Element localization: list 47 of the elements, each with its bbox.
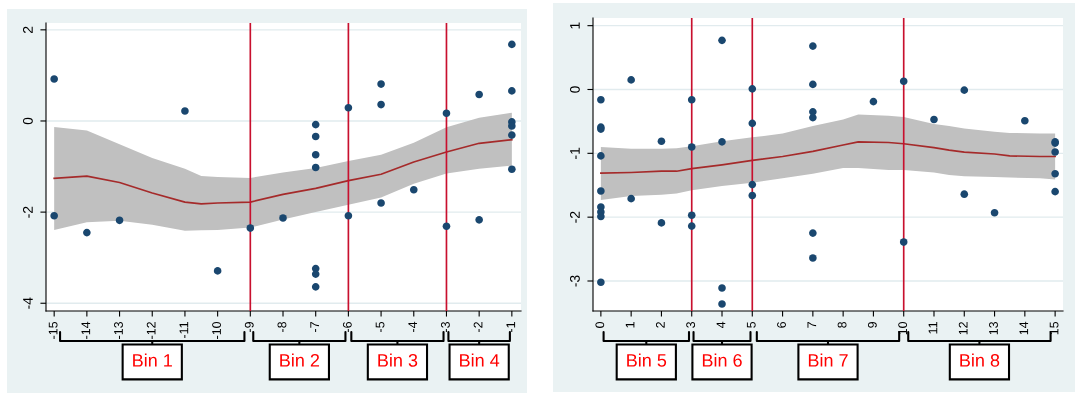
x-tick-label: 3 <box>686 321 696 328</box>
x-tick-label: 11 <box>928 322 938 334</box>
x-tick-label: -3 <box>440 321 450 332</box>
text: Bin 1 <box>133 353 172 367</box>
x-tick-label: 12 <box>958 322 968 335</box>
x-tick-label: -6 <box>342 321 352 332</box>
x-tick-label: 8 <box>837 321 847 328</box>
x-tick-label: 13 <box>989 321 998 335</box>
text: Bin 7 <box>808 353 848 367</box>
x-tick-label: 5 <box>746 321 756 328</box>
text: Bin 5 <box>627 353 667 367</box>
y-tick-label: -2 <box>570 211 580 223</box>
y-tick-label: -1 <box>570 147 580 159</box>
x-tick-label: -2 <box>473 322 483 332</box>
y-tick-label: 1 <box>570 22 580 29</box>
y-tick-label: 2 <box>23 26 33 33</box>
x-tick-label: 6 <box>777 321 786 328</box>
x-tick-label: -15 <box>48 321 58 339</box>
text: Bin 3 <box>378 353 418 367</box>
x-tick-label: 15 <box>1049 321 1059 335</box>
x-tick-label: 9 <box>867 322 877 328</box>
x-tick-label: -14 <box>81 321 91 339</box>
text: Bin 8 <box>960 353 1000 367</box>
x-tick-label: -12 <box>146 322 156 339</box>
x-tick-label: 14 <box>1019 321 1029 335</box>
x-tick-label: -5 <box>375 321 385 332</box>
x-tick-label: -7 <box>310 322 319 332</box>
y-tick-label: 0 <box>570 86 580 93</box>
y-tick-label: -3 <box>570 275 580 287</box>
x-tick-label: 7 <box>807 322 817 328</box>
text: Bin 6 <box>702 353 742 367</box>
x-tick-label: -1 <box>506 322 516 332</box>
x-tick-label: 4 <box>716 321 726 329</box>
x-tick-label: -4 <box>408 321 418 332</box>
x-tick-label: -11 <box>179 322 189 338</box>
x-tick-label: -13 <box>114 321 123 339</box>
x-tick-label: -10 <box>212 321 221 339</box>
text: Bin 4 <box>460 353 500 367</box>
x-tick-label: -9 <box>244 322 254 332</box>
y-tick-label: -2 <box>23 206 33 218</box>
x-tick-label: 2 <box>655 322 665 328</box>
x-tick-label: -8 <box>277 321 287 332</box>
y-tick-label: 0 <box>23 117 33 125</box>
x-tick-label: 1 <box>625 322 635 328</box>
text: Bin 2 <box>280 353 320 367</box>
y-tick-label: -4 <box>23 297 33 309</box>
x-tick-label: 0 <box>595 321 605 328</box>
